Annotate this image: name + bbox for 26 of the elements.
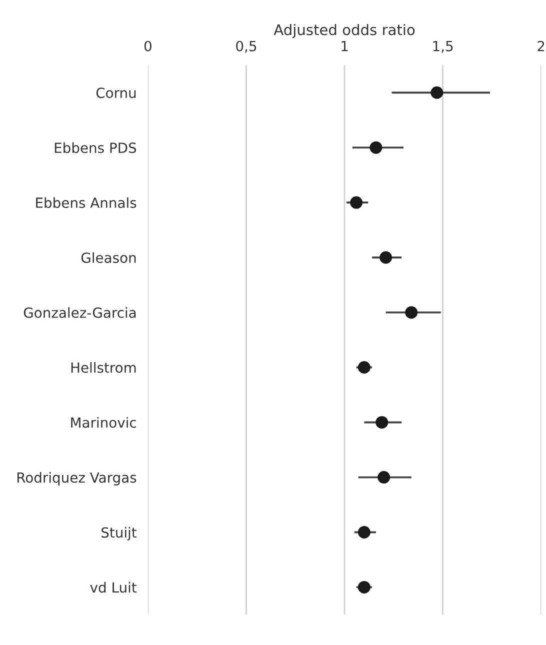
y-tick-label: Ebbens PDS — [54, 142, 136, 154]
point — [358, 526, 370, 539]
y-tick-label: Gonzalez-Garcia — [24, 307, 136, 318]
y-tick-label: Stuijt — [102, 526, 137, 540]
x-tick-label: 2 — [538, 40, 544, 52]
y-tick-label: Gleason — [81, 252, 136, 263]
x-tick-label: 0 — [144, 40, 152, 52]
y-tick-label: Cornu — [96, 88, 136, 98]
point — [376, 416, 388, 429]
x-tick-label: 0,5 — [236, 40, 256, 53]
point — [350, 196, 363, 209]
point — [405, 306, 418, 319]
x-tick-label: 1 — [342, 41, 348, 52]
y-tick-label: Hellstrom — [71, 362, 136, 373]
x-tick-label: 1,5 — [433, 41, 453, 53]
point — [358, 361, 370, 374]
point — [358, 580, 370, 594]
y-tick-label: Rodriquez Vargas — [17, 472, 136, 486]
x-axis-title: Adjusted odds ratio — [274, 24, 415, 38]
y-tick-label: Ebbens Annals — [36, 197, 136, 208]
point — [370, 141, 382, 154]
y-tick-label: vd Luit — [90, 582, 137, 593]
point — [378, 471, 390, 484]
y-tick-label: Marinovic — [71, 417, 136, 428]
point — [380, 251, 392, 264]
point — [430, 86, 444, 99]
